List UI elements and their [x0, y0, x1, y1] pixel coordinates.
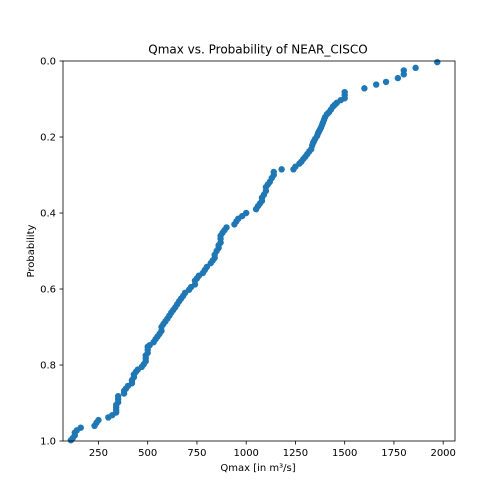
y-tick-label: 0.0 [40, 57, 56, 68]
y-tick-label: 0.6 [40, 285, 56, 296]
data-point [252, 206, 260, 213]
plot-frame [62, 60, 456, 442]
x-axis-label: Qmax [in m³/s] [220, 463, 295, 474]
x-tick-label: 1750 [381, 448, 406, 459]
data-point [400, 71, 407, 78]
data-point [207, 259, 214, 267]
data-point [394, 74, 402, 82]
data-points [67, 58, 441, 444]
x-tick-label: 250 [89, 448, 108, 459]
x-tick-label: 500 [138, 448, 157, 459]
y-tick-label: 0.8 [40, 361, 56, 372]
data-point [231, 221, 238, 228]
x-tick-label: 1250 [283, 448, 308, 459]
data-point [434, 58, 441, 66]
y-tick-label: 1.0 [40, 437, 56, 448]
data-point [361, 85, 368, 92]
x-tick-label: 750 [187, 448, 206, 459]
x-tick-label: 1000 [233, 448, 258, 459]
data-point [120, 390, 128, 397]
data-point [382, 78, 390, 86]
data-point [373, 81, 380, 88]
data-point [67, 437, 75, 444]
y-axis-ticks: 0.0 0.2 0.4 0.6 0.8 1.0 [40, 57, 63, 448]
data-point [91, 422, 98, 429]
y-axis-label: Probability [26, 224, 37, 277]
data-point [105, 414, 112, 421]
y-tick-label: 0.2 [40, 133, 56, 144]
chart-title: Qmax vs. Probability of NEAR_CISCO [148, 43, 367, 57]
x-tick-label: 1500 [332, 448, 357, 459]
x-tick-label: 2000 [430, 448, 455, 459]
data-point [278, 166, 285, 173]
data-point [412, 64, 419, 72]
y-tick-label: 0.4 [40, 209, 56, 220]
x-axis-ticks: 250 500 750 1000 1250 1500 1750 2000 [89, 441, 456, 459]
data-point [290, 166, 297, 173]
